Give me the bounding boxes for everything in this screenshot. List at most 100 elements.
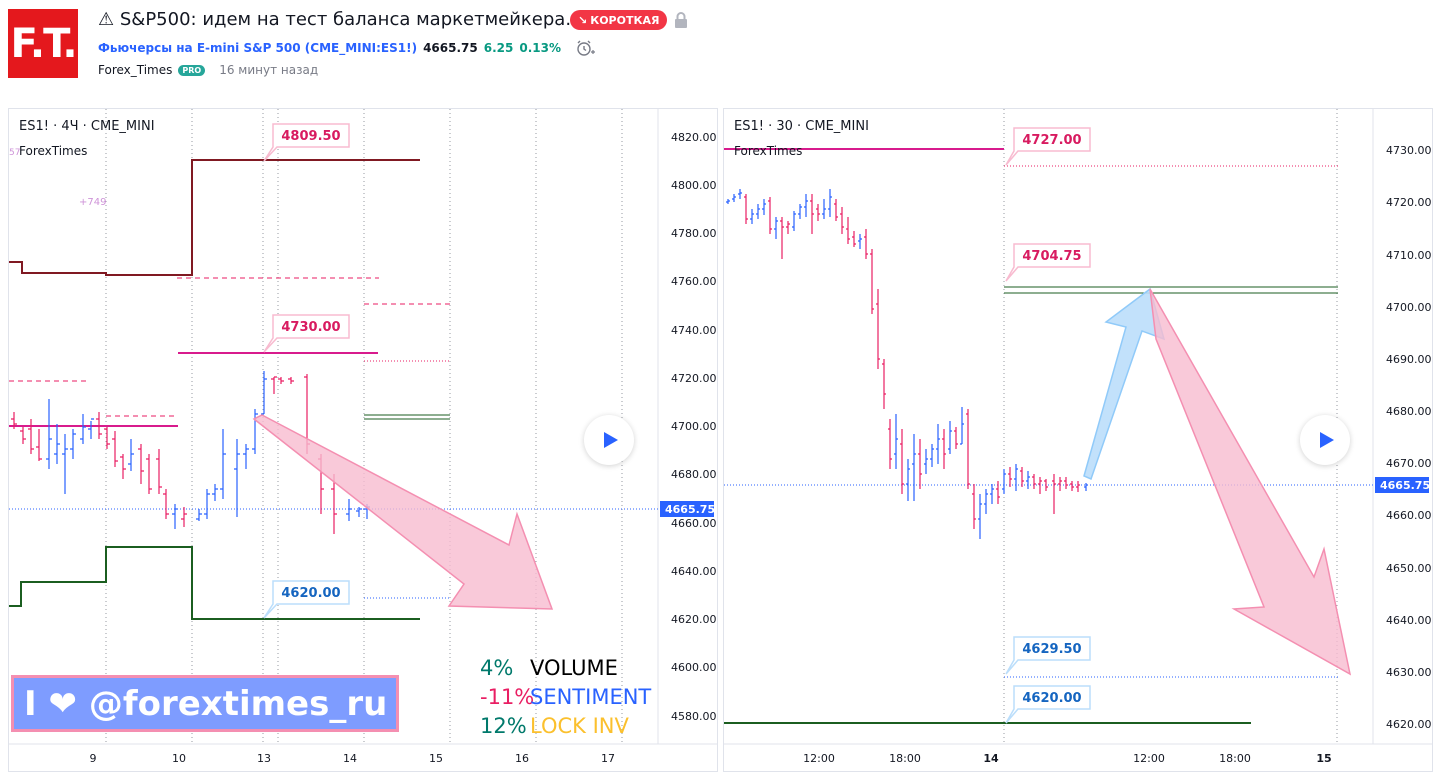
price-label: 4800.00 [671, 179, 717, 192]
callout-4730[interactable]: 4730.00 [263, 314, 350, 353]
promo-banner: I ❤ @forextimes_ru [11, 675, 399, 732]
price-label: 4690.00 [1386, 353, 1432, 366]
time-label: 12:00 [803, 752, 835, 765]
callout-4620[interactable]: 4620.00 [1005, 685, 1091, 724]
stat-row-volume: 4% VOLUME [480, 654, 651, 683]
short-badge: ↘ КОРОТКАЯ [570, 10, 668, 30]
time-axis-labels: 12:00 18:00 14 12:00 18:00 15 [803, 752, 1332, 765]
left-indicator-label[interactable]: ForexTimes [19, 144, 88, 158]
symbol-ticker[interactable]: (CME_MINI:ES1!) [304, 41, 418, 55]
price-label: 4700.00 [1386, 301, 1432, 314]
price-label: 4730.00 [1386, 144, 1432, 157]
stat-label: SENTIMENT [530, 685, 652, 709]
callout-4629[interactable]: 4629.50 [1005, 636, 1091, 675]
right-symbol-label[interactable]: ES1! · 30 · CME_MINI [734, 119, 869, 134]
bearish-arrow [252, 414, 554, 610]
price-bars [726, 189, 1088, 539]
price-label: 4630.00 [1386, 666, 1432, 679]
stat-row-lock-inv: 12% LOCK INV [480, 712, 651, 741]
time-label: 18:00 [1219, 752, 1251, 765]
current-price-label: 4665.75 [1380, 479, 1430, 492]
left-symbol-label[interactable]: ES1! · 4Ч · CME_MINI [19, 119, 155, 134]
time-label: 10 [172, 752, 186, 765]
callout-4704[interactable]: 4704.75 [1005, 243, 1091, 282]
arrow-down-right-icon: ↘ [578, 13, 588, 27]
price-bars [11, 371, 370, 534]
author-link[interactable]: Forex_Times [98, 63, 173, 77]
price-label: 4680.00 [671, 468, 717, 481]
callout-label: 4620.00 [1022, 691, 1081, 706]
time-label: 16 [515, 752, 529, 765]
bearish-arrow [1149, 288, 1352, 676]
callout-label: 4730.00 [281, 320, 340, 335]
upper-level-line [9, 159, 420, 276]
symbol-price: 4665.75 [423, 41, 478, 55]
price-label: 4670.00 [1386, 457, 1432, 470]
idea-title: ⚠ S&P500: идем на тест баланса маркетмей… [98, 9, 572, 30]
price-label: 4700.00 [671, 420, 717, 433]
price-label: 4760.00 [671, 275, 717, 288]
price-label: 4660.00 [1386, 509, 1432, 522]
play-button[interactable] [584, 415, 634, 465]
symbol-row: Фьючерсы на E-mini S&P 500 (CME_MINI:ES1… [98, 39, 595, 57]
short-badge-label: КОРОТКАЯ [590, 13, 660, 27]
price-label: 4710.00 [1386, 249, 1432, 262]
indicator-value-fragment: 57 [9, 148, 20, 158]
forex-times-logo[interactable]: F.T. [8, 9, 78, 78]
time-label: 18:00 [889, 752, 921, 765]
price-axis-labels: 4820.00 4800.00 4780.00 4760.00 4740.00 … [671, 131, 717, 723]
publish-time: 16 минут назад [219, 63, 319, 77]
time-label: 12:00 [1133, 752, 1165, 765]
callout-4727[interactable]: 4727.00 [1005, 127, 1091, 166]
lower-level-line [9, 546, 420, 620]
callout-label: 4809.50 [281, 129, 340, 144]
current-price-tag: 4665.75 [660, 501, 715, 517]
symbol-name-link[interactable]: Фьючерсы на E-mini S&P 500 (CME_MINI:ES1… [98, 41, 418, 55]
left-chart-panel[interactable]: 4809.50 4730.00 4620.00 +749 57 4820.00 … [8, 108, 718, 772]
stat-value: 4% [480, 656, 514, 680]
price-label: 4640.00 [671, 565, 717, 578]
price-label: 4680.00 [1386, 405, 1432, 418]
price-label: 4660.00 [671, 517, 717, 530]
price-label: 4720.00 [1386, 196, 1432, 209]
time-label: 14 [983, 752, 999, 765]
alarm-clock-icon[interactable] [575, 39, 595, 57]
callout-label: 4727.00 [1022, 133, 1081, 148]
symbol-change-pct: 0.13% [519, 41, 561, 55]
right-chart-canvas[interactable]: 4727.00 4704.75 4629.50 4620.00 4730.00 … [724, 109, 1432, 771]
price-label: 4600.00 [671, 661, 717, 674]
stat-label: LOCK INV [530, 714, 629, 738]
price-label: 4780.00 [671, 227, 717, 240]
stat-row-sentiment: -11% SENTIMENT [480, 683, 651, 712]
time-label: 15 [429, 752, 443, 765]
callout-4620[interactable]: 4620.00 [263, 580, 350, 619]
callout-4809[interactable]: 4809.50 [263, 123, 350, 162]
price-label: 4580.00 [671, 710, 717, 723]
symbol-change: 6.25 [483, 41, 514, 55]
stat-value: -11% [480, 685, 535, 709]
bullish-arrow [1083, 287, 1166, 481]
callout-label: 4620.00 [281, 586, 340, 601]
author-row: Forex_Times PRO 16 минут назад [98, 63, 318, 77]
price-label: 4620.00 [671, 613, 717, 626]
right-chart-panel[interactable]: 4727.00 4704.75 4629.50 4620.00 4730.00 … [723, 108, 1433, 772]
callout-label: 4704.75 [1022, 249, 1081, 264]
time-label: 13 [257, 752, 271, 765]
right-indicator-label[interactable]: ForexTimes [734, 144, 803, 158]
lock-icon [675, 12, 687, 28]
stats-overlay: 4% VOLUME -11% SENTIMENT 12% LOCK INV [480, 654, 651, 741]
time-label: 9 [90, 752, 97, 765]
price-label: 4620.00 [1386, 718, 1432, 731]
stat-label: VOLUME [530, 656, 618, 680]
pro-badge: PRO [178, 64, 206, 76]
time-label: 14 [343, 752, 357, 765]
time-axis-labels: 9 10 13 14 15 16 17 [90, 752, 616, 765]
price-axis-labels: 4730.00 4720.00 4710.00 4700.00 4690.00 … [1386, 144, 1432, 731]
price-label: 4740.00 [671, 324, 717, 337]
play-button[interactable] [1300, 415, 1350, 465]
left-chart-canvas[interactable]: 4809.50 4730.00 4620.00 +749 57 4820.00 … [9, 109, 717, 771]
time-label: 17 [601, 752, 615, 765]
stat-value: 12% [480, 714, 527, 738]
callout-label: 4629.50 [1022, 642, 1081, 657]
price-label: 4720.00 [671, 372, 717, 385]
